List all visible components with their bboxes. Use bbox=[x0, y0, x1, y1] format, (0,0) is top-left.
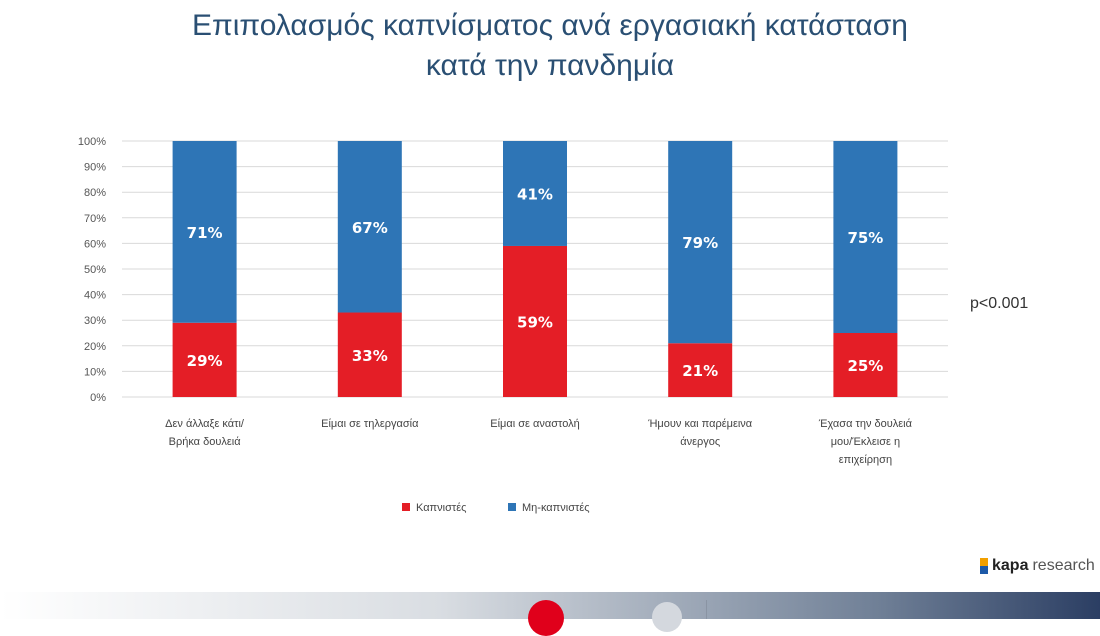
data-label: 79% bbox=[682, 234, 718, 252]
y-tick-label: 20% bbox=[84, 341, 106, 353]
bar-nonsmokers bbox=[833, 141, 898, 333]
x-category-label: Είμαι σε αναστολή bbox=[490, 418, 579, 430]
footer-divider bbox=[706, 600, 707, 619]
data-label: 29% bbox=[187, 352, 223, 370]
y-tick-label: 40% bbox=[84, 290, 106, 302]
legend-swatch bbox=[402, 503, 410, 511]
stacked-bar-chart: 0% 10% 20% 30% 40% 50% 60% 70% 80% 90% 100% 29% 71% Δ… bbox=[78, 136, 948, 514]
y-tick-label: 100% bbox=[78, 136, 106, 148]
x-category-label: Είμαι σε τηλεργασία bbox=[321, 418, 419, 430]
bar-smokers bbox=[833, 333, 898, 397]
data-label: 21% bbox=[682, 362, 718, 380]
data-label: 33% bbox=[352, 347, 388, 365]
x-category-label: Έχασα την δουλειά μου/Έκλεισε η επιχείρηση bbox=[818, 418, 913, 466]
y-tick-label: 60% bbox=[84, 238, 106, 250]
bar-smokers bbox=[172, 322, 237, 397]
legend-entry: Μη-καπνιστές bbox=[522, 502, 590, 514]
footer-seal-icon bbox=[652, 602, 682, 632]
footer-red-logo-icon bbox=[528, 600, 564, 636]
y-tick-label: 0% bbox=[90, 392, 106, 404]
brand-logo: kapa research bbox=[980, 557, 1095, 575]
data-label: 59% bbox=[517, 313, 553, 331]
bar-nonsmokers bbox=[503, 141, 567, 246]
y-tick-label: 70% bbox=[84, 213, 106, 225]
legend-swatch bbox=[508, 503, 516, 511]
chart-title-line1: Επιπολασμός καπνίσματος ανά εργασιακή κα… bbox=[192, 9, 908, 42]
footer-band bbox=[0, 592, 1100, 636]
y-tick-label: 10% bbox=[84, 366, 106, 378]
brand-logo-icon bbox=[980, 558, 988, 574]
chart-title-line2: κατά την πανδημία bbox=[425, 49, 675, 82]
data-label: 67% bbox=[352, 219, 388, 237]
brand-name-strong: kapa bbox=[992, 557, 1029, 574]
legend-entry: Καπνιστές bbox=[416, 502, 466, 514]
y-tick-label: 80% bbox=[84, 187, 106, 199]
x-category-label: Δεν άλλαξε κάτι/Βρήκα δουλειά bbox=[165, 418, 245, 448]
bar-nonsmokers bbox=[172, 141, 237, 323]
data-label: 75% bbox=[847, 229, 883, 247]
x-category-label: Ήμουν και παρέμεινα άνεργος bbox=[647, 418, 753, 448]
bar-smokers bbox=[337, 312, 402, 397]
data-label: 25% bbox=[847, 357, 883, 375]
chart-title: Επιπολασμός καπνίσματος ανά εργασιακή κα… bbox=[0, 6, 1100, 86]
p-value-annotation: p<0.001 bbox=[970, 295, 1029, 312]
bar-nonsmokers bbox=[668, 141, 733, 344]
bar-smokers bbox=[503, 245, 567, 397]
bar-nonsmokers bbox=[337, 141, 402, 313]
brand-name-rest: research bbox=[1032, 557, 1095, 574]
data-label: 41% bbox=[517, 185, 553, 203]
data-label: 71% bbox=[187, 224, 223, 242]
y-tick-label: 50% bbox=[84, 264, 106, 276]
y-tick-label: 90% bbox=[84, 162, 106, 174]
y-tick-label: 30% bbox=[84, 315, 106, 327]
bar-smokers bbox=[668, 343, 733, 397]
